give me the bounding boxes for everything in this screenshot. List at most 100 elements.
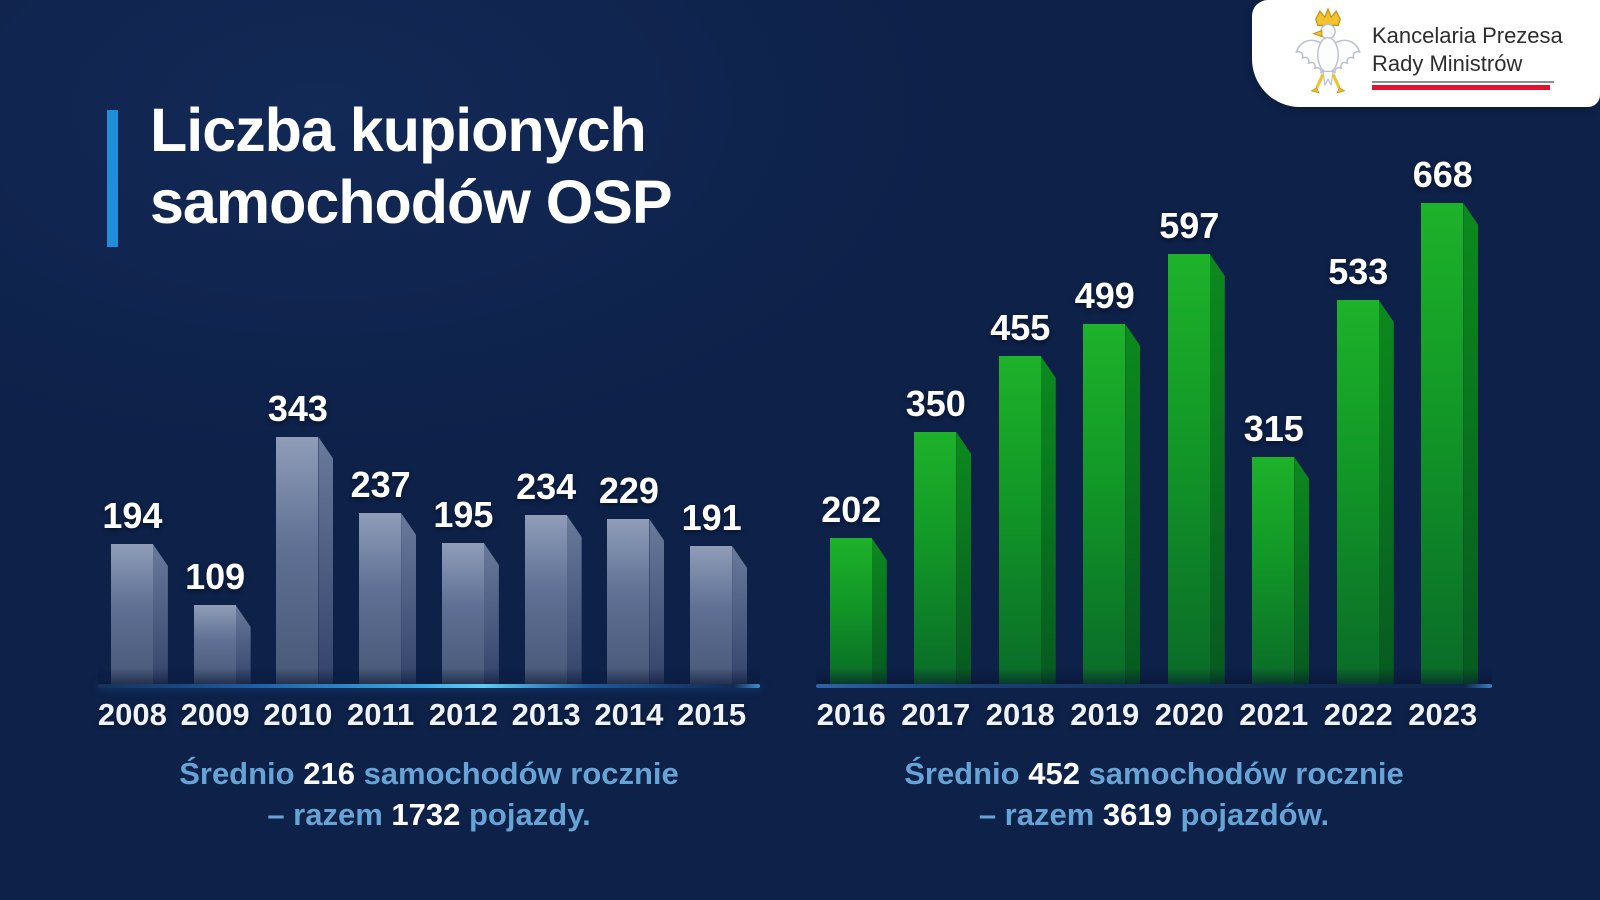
bar-group-2013: 234: [512, 466, 595, 684]
bar-value-label: 234: [516, 466, 577, 507]
bar-group-2022: 533: [1323, 251, 1408, 684]
bar-group-2018: 455: [985, 307, 1070, 684]
bar: [1083, 324, 1141, 684]
bar: [1252, 457, 1310, 684]
bar-side-face: [1040, 356, 1056, 684]
bar: [110, 544, 168, 684]
bar-front-face: [110, 544, 153, 684]
x-axis-line: [816, 684, 1492, 688]
bar: [829, 538, 887, 684]
bar-value-label: 350: [905, 383, 966, 424]
bar-front-face: [914, 432, 957, 684]
bar: [998, 356, 1056, 684]
bar-group-2019: 499: [1070, 275, 1155, 684]
bar-side-face: [1125, 324, 1141, 684]
caption-text: pojazdów.: [1171, 797, 1330, 832]
bar: [914, 432, 972, 684]
bar-value-label: 195: [433, 494, 494, 535]
caption-total-value: 3619: [1102, 797, 1172, 832]
chart-caption-left: Średnio 216 samochodów rocznie – razem 1…: [98, 753, 760, 835]
caption-total-value: 1732: [391, 797, 461, 832]
x-axis-label: 2009: [180, 697, 250, 732]
page-title-line1: Liczba kupionych: [150, 96, 647, 164]
page-title: Liczba kupionych samochodów OSP: [150, 94, 673, 238]
bar-value-label: 315: [1243, 408, 1304, 449]
x-axis-label: 2008: [97, 697, 167, 732]
x-axis-label: 2016: [816, 697, 886, 732]
bar-value-label: 455: [990, 307, 1051, 348]
bar-side-face: [152, 544, 168, 684]
x-axis-label: 2019: [1070, 697, 1140, 732]
bars-area-2008-2015: 194 109 343 237 195 234 229 191: [98, 194, 760, 684]
bar: [1336, 300, 1394, 684]
bar-front-face: [441, 543, 484, 684]
chart-2008-2015: 194 109 343 237 195 234 229 191 2008 2009 2010 201…: [98, 194, 760, 835]
x-axis-label: 2018: [985, 697, 1055, 732]
bar-value-label: 109: [185, 556, 246, 597]
polish-eagle-icon: [1295, 7, 1361, 94]
bar-group-2009: 109: [181, 556, 264, 684]
bar-side-face: [235, 605, 251, 684]
x-axis-labels: 2008 2009 2010 2011 2012 2013 2014 2015: [98, 697, 760, 733]
caption-text: samochodów rocznie: [354, 756, 679, 791]
x-axis-label: 2017: [901, 697, 971, 732]
bar-front-face: [1421, 203, 1464, 684]
bar-group-2010: 343: [264, 388, 347, 684]
caption-average-value: 452: [1028, 756, 1080, 791]
bar-front-face: [276, 437, 319, 684]
bar-value-label: 499: [1074, 275, 1135, 316]
bar-side-face: [483, 543, 499, 684]
caption-line1: Średnio 452 samochodów rocznie: [816, 753, 1492, 794]
caption-text: Średnio: [179, 756, 304, 791]
bar-front-face: [998, 356, 1041, 684]
caption-text: samochodów rocznie: [1079, 756, 1404, 791]
bar-value-label: 668: [1412, 154, 1473, 195]
bar-value-label: 597: [1159, 205, 1220, 246]
bar-group-2011: 237: [346, 464, 429, 684]
bar-front-face: [829, 538, 872, 684]
bar-value-label: 229: [598, 470, 659, 511]
bar-front-face: [1336, 300, 1379, 684]
x-axis-label: 2013: [511, 697, 581, 732]
bar-group-2021: 315: [1239, 408, 1324, 684]
bar-side-face: [732, 546, 748, 684]
kprm-logo-card: Kancelaria Prezesa Rady Ministrów: [1252, 0, 1600, 107]
bar-value-label: 202: [821, 489, 882, 530]
bar-group-2023: 668: [1408, 154, 1493, 684]
bar-group-2016: 202: [816, 489, 901, 684]
x-axis-label: 2015: [677, 697, 747, 732]
bar: [607, 519, 665, 684]
bar-side-face: [401, 513, 417, 684]
x-axis-label: 2021: [1239, 697, 1309, 732]
bar: [690, 546, 748, 684]
bar-side-face: [566, 515, 582, 684]
bar: [1167, 254, 1225, 684]
bar-side-face: [1378, 300, 1394, 684]
bar-front-face: [607, 519, 650, 684]
bar-group-2008: 194: [98, 495, 181, 684]
bar: [441, 543, 499, 684]
x-axis-label: 2022: [1323, 697, 1393, 732]
bar: [359, 513, 417, 684]
bar: [276, 437, 334, 684]
bar-side-face: [318, 437, 334, 684]
caption-line2: – razem 1732 pojazdy.: [98, 794, 760, 835]
bar-front-face: [193, 605, 236, 684]
x-axis-label: 2012: [428, 697, 498, 732]
bar-value-label: 533: [1328, 251, 1389, 292]
x-axis-label: 2010: [263, 697, 333, 732]
bars-area-2016-2023: 202 350 455 499 597 315 533 668: [816, 154, 1492, 684]
caption-text: – razem: [978, 797, 1103, 832]
chart-2016-2023: 202 350 455 499 597 315 533 668 2016 2017 2018 201…: [816, 154, 1492, 835]
bar: [524, 515, 582, 684]
bar-value-label: 191: [681, 497, 742, 538]
x-axis-label: 2023: [1408, 697, 1478, 732]
bar-front-face: [524, 515, 567, 684]
page-title-line2: samochodów OSP: [150, 168, 673, 236]
bar-side-face: [1209, 254, 1225, 684]
bar-front-face: [1252, 457, 1295, 684]
bar: [193, 605, 251, 684]
logo-org-name: Kancelaria Prezesa Rady Ministrów: [1372, 22, 1563, 78]
x-axis-labels: 2016 2017 2018 2019 2020 2021 2022 2023: [816, 697, 1492, 733]
caption-line1: Średnio 216 samochodów rocznie: [98, 753, 760, 794]
